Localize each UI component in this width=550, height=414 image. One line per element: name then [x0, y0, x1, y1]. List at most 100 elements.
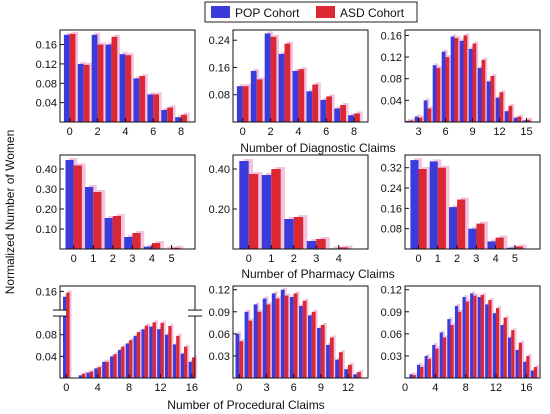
x-tick-label: 15 [520, 126, 532, 138]
bar-pop [477, 67, 482, 122]
bar-asd [339, 352, 343, 378]
y-tick-label: 0.20 [36, 204, 57, 216]
axis-break-gap [189, 310, 201, 317]
bar-asd [457, 199, 466, 249]
bar-asd [533, 367, 538, 378]
chart-panel-5: 0.20 0.40 0 1 2 3 4 [209, 154, 369, 265]
bar-shadow [528, 353, 532, 378]
x-tick-label: 0 [236, 382, 242, 394]
bar-asd [93, 192, 102, 249]
bar-shadow [452, 323, 456, 378]
bar-pop [143, 246, 152, 249]
bar-pop [459, 40, 464, 122]
bar-shadow [170, 324, 174, 378]
bar-asd [293, 293, 298, 378]
bar-pop [344, 369, 349, 378]
legend-label-pop: POP Cohort [235, 6, 300, 20]
plot-frame [59, 285, 196, 379]
bar-pop [306, 91, 313, 122]
bar-asd [518, 342, 522, 378]
bar-shadow [535, 365, 540, 378]
bar-pop [523, 361, 527, 378]
bar-shadow [465, 33, 470, 122]
x-tick-label: 0 [63, 382, 69, 394]
bar-asd [463, 35, 468, 122]
bar-pop [165, 334, 169, 378]
bar-pop [149, 326, 153, 378]
bar-pop [515, 350, 519, 378]
x-tick-label: 0 [71, 253, 77, 265]
bar-pop [414, 116, 419, 122]
x-tick-label: 4 [149, 253, 155, 265]
x-tick-label: 3 [473, 253, 479, 265]
bar-shadow [68, 290, 72, 378]
bar-shadow [277, 296, 282, 378]
axis-break-gap [54, 310, 66, 317]
y-tick-label: 0.10 [36, 224, 57, 236]
y-tick-label: 0.12 [36, 59, 57, 71]
y-tick-label: 0.16 [381, 30, 402, 42]
bar-asd [326, 96, 332, 122]
x-tick-label: 2 [268, 126, 274, 138]
bar-shadow [359, 370, 363, 378]
bar-asd [481, 59, 486, 122]
bar-shadow [138, 330, 143, 378]
bar-asd [427, 108, 432, 122]
bar-asd [152, 322, 156, 378]
bar-asd [302, 300, 307, 378]
bar-asd [176, 335, 180, 378]
bar-shadow [286, 293, 291, 378]
bar-asd [511, 330, 515, 378]
bar-pop [439, 332, 443, 378]
bar-shadow [501, 90, 506, 122]
y-tick-label: 0.16 [209, 62, 230, 74]
bar-shadow [467, 299, 471, 378]
bar-asd [89, 371, 94, 378]
bar-asd [473, 295, 477, 378]
legend-label-asd: ASD Cohort [340, 6, 405, 20]
bar-pop [487, 241, 496, 249]
y-tick-label: 0.09 [209, 307, 230, 319]
x-tick-label: 6 [150, 126, 156, 138]
x-tick-label: 9 [469, 126, 475, 138]
bar-asd [442, 337, 447, 378]
bar-pop [117, 349, 122, 378]
bar-pop [77, 63, 84, 122]
bar-asd [257, 311, 262, 378]
x-tick-label: 4 [295, 126, 301, 138]
bar-pop [280, 289, 285, 378]
bar-pop [447, 319, 451, 378]
bar-pop [429, 161, 438, 249]
bar-asd [490, 76, 495, 122]
x-tick-label: 2 [291, 253, 297, 265]
bar-shadow [162, 320, 166, 378]
bar-shadow [444, 335, 449, 378]
bar-pop [94, 368, 98, 378]
bar-pop [141, 329, 145, 378]
bar-shadow [482, 292, 486, 378]
bar-pop [133, 78, 140, 122]
bar-pop [477, 297, 481, 378]
bar-asd [248, 174, 259, 249]
bar-shadow [123, 344, 127, 378]
bar-pop [495, 97, 500, 122]
bar-asd [171, 247, 180, 249]
bar-asd [266, 304, 271, 378]
bar-pop [306, 241, 317, 249]
bar-pop [284, 219, 294, 249]
plot-frame [232, 285, 369, 379]
plot-frame [404, 154, 541, 250]
bar-asd [329, 337, 334, 378]
bar-asd [242, 86, 249, 122]
x-tick-label: 8 [351, 126, 357, 138]
bar-pop [530, 370, 534, 378]
bar-shadow [429, 106, 434, 122]
bar-pop [147, 94, 154, 122]
x-tick-label: 6 [323, 126, 329, 138]
bar-asd [450, 325, 454, 378]
bar-shadow [343, 245, 353, 249]
bar-shadow [313, 309, 318, 378]
bar-shadow [490, 298, 494, 378]
bar-asd [111, 36, 118, 122]
y-tick-label: 0.04 [381, 95, 402, 107]
